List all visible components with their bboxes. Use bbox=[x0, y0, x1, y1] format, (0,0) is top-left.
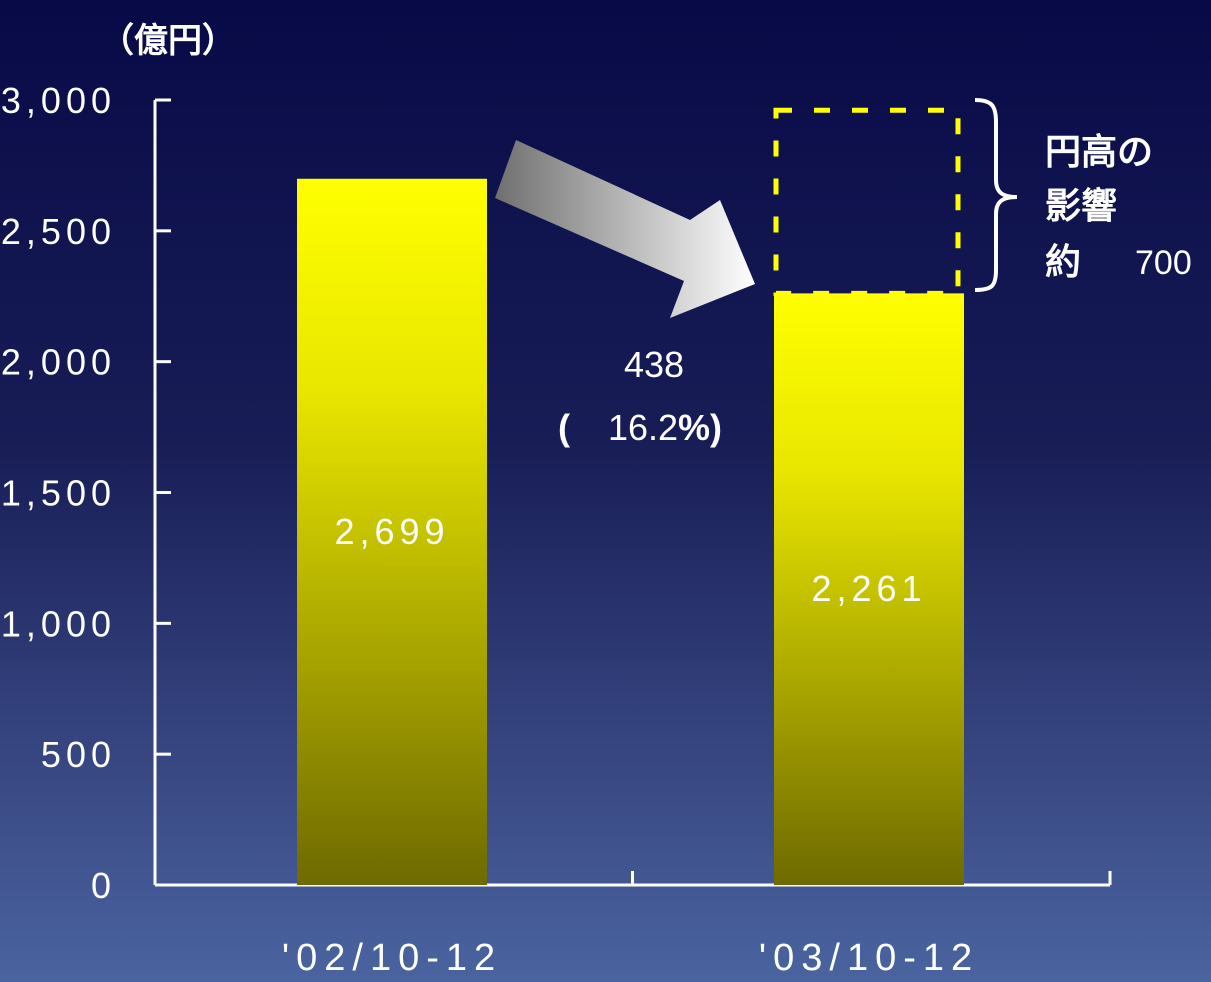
y-tick-label: 3,000 bbox=[1, 80, 116, 121]
change-percent-value: 16.2 bbox=[608, 407, 678, 448]
change-percent: (16.2%) bbox=[558, 407, 722, 448]
annotation-prefix: 約 bbox=[1045, 241, 1081, 282]
ghost-bar-outline bbox=[773, 107, 961, 296]
bars: 2,699 2,261 bbox=[297, 178, 964, 886]
y-tick-label: 1,000 bbox=[1, 603, 116, 644]
x-tick-label: '03/10-12 bbox=[759, 937, 979, 979]
change-percent-open: ( bbox=[558, 407, 570, 448]
x-axis: '02/10-12 '03/10-12 bbox=[155, 871, 1112, 979]
change-percent-sign: % bbox=[678, 407, 710, 448]
y-tick-label: 0 bbox=[91, 865, 116, 906]
annotation-line2: 影響 bbox=[1045, 185, 1117, 226]
bar-value-label: 2,699 bbox=[334, 511, 449, 552]
unit-label: （億円） bbox=[100, 21, 236, 60]
y-tick-label: 1,500 bbox=[1, 473, 116, 514]
bar-value-label: 2,261 bbox=[811, 568, 926, 609]
change-percent-close: ) bbox=[710, 407, 722, 448]
change-amount: 438 bbox=[624, 344, 684, 385]
yen-impact-ghost-bar bbox=[773, 107, 961, 296]
y-tick-label: 2,500 bbox=[1, 211, 116, 252]
bar bbox=[297, 178, 487, 886]
decrease-arrow bbox=[495, 140, 755, 318]
y-axis: 0 500 1,000 1,500 2,000 2,500 3,000 bbox=[1, 80, 171, 906]
x-tick-label: '02/10-12 bbox=[282, 937, 502, 979]
y-tick-label: 2,000 bbox=[1, 342, 116, 383]
annotation-brace bbox=[974, 98, 1018, 292]
bar bbox=[774, 293, 964, 885]
annotation-line1: 円高の bbox=[1045, 131, 1153, 172]
y-tick-label: 500 bbox=[41, 734, 116, 775]
annotation-value: 700 bbox=[1135, 244, 1192, 282]
